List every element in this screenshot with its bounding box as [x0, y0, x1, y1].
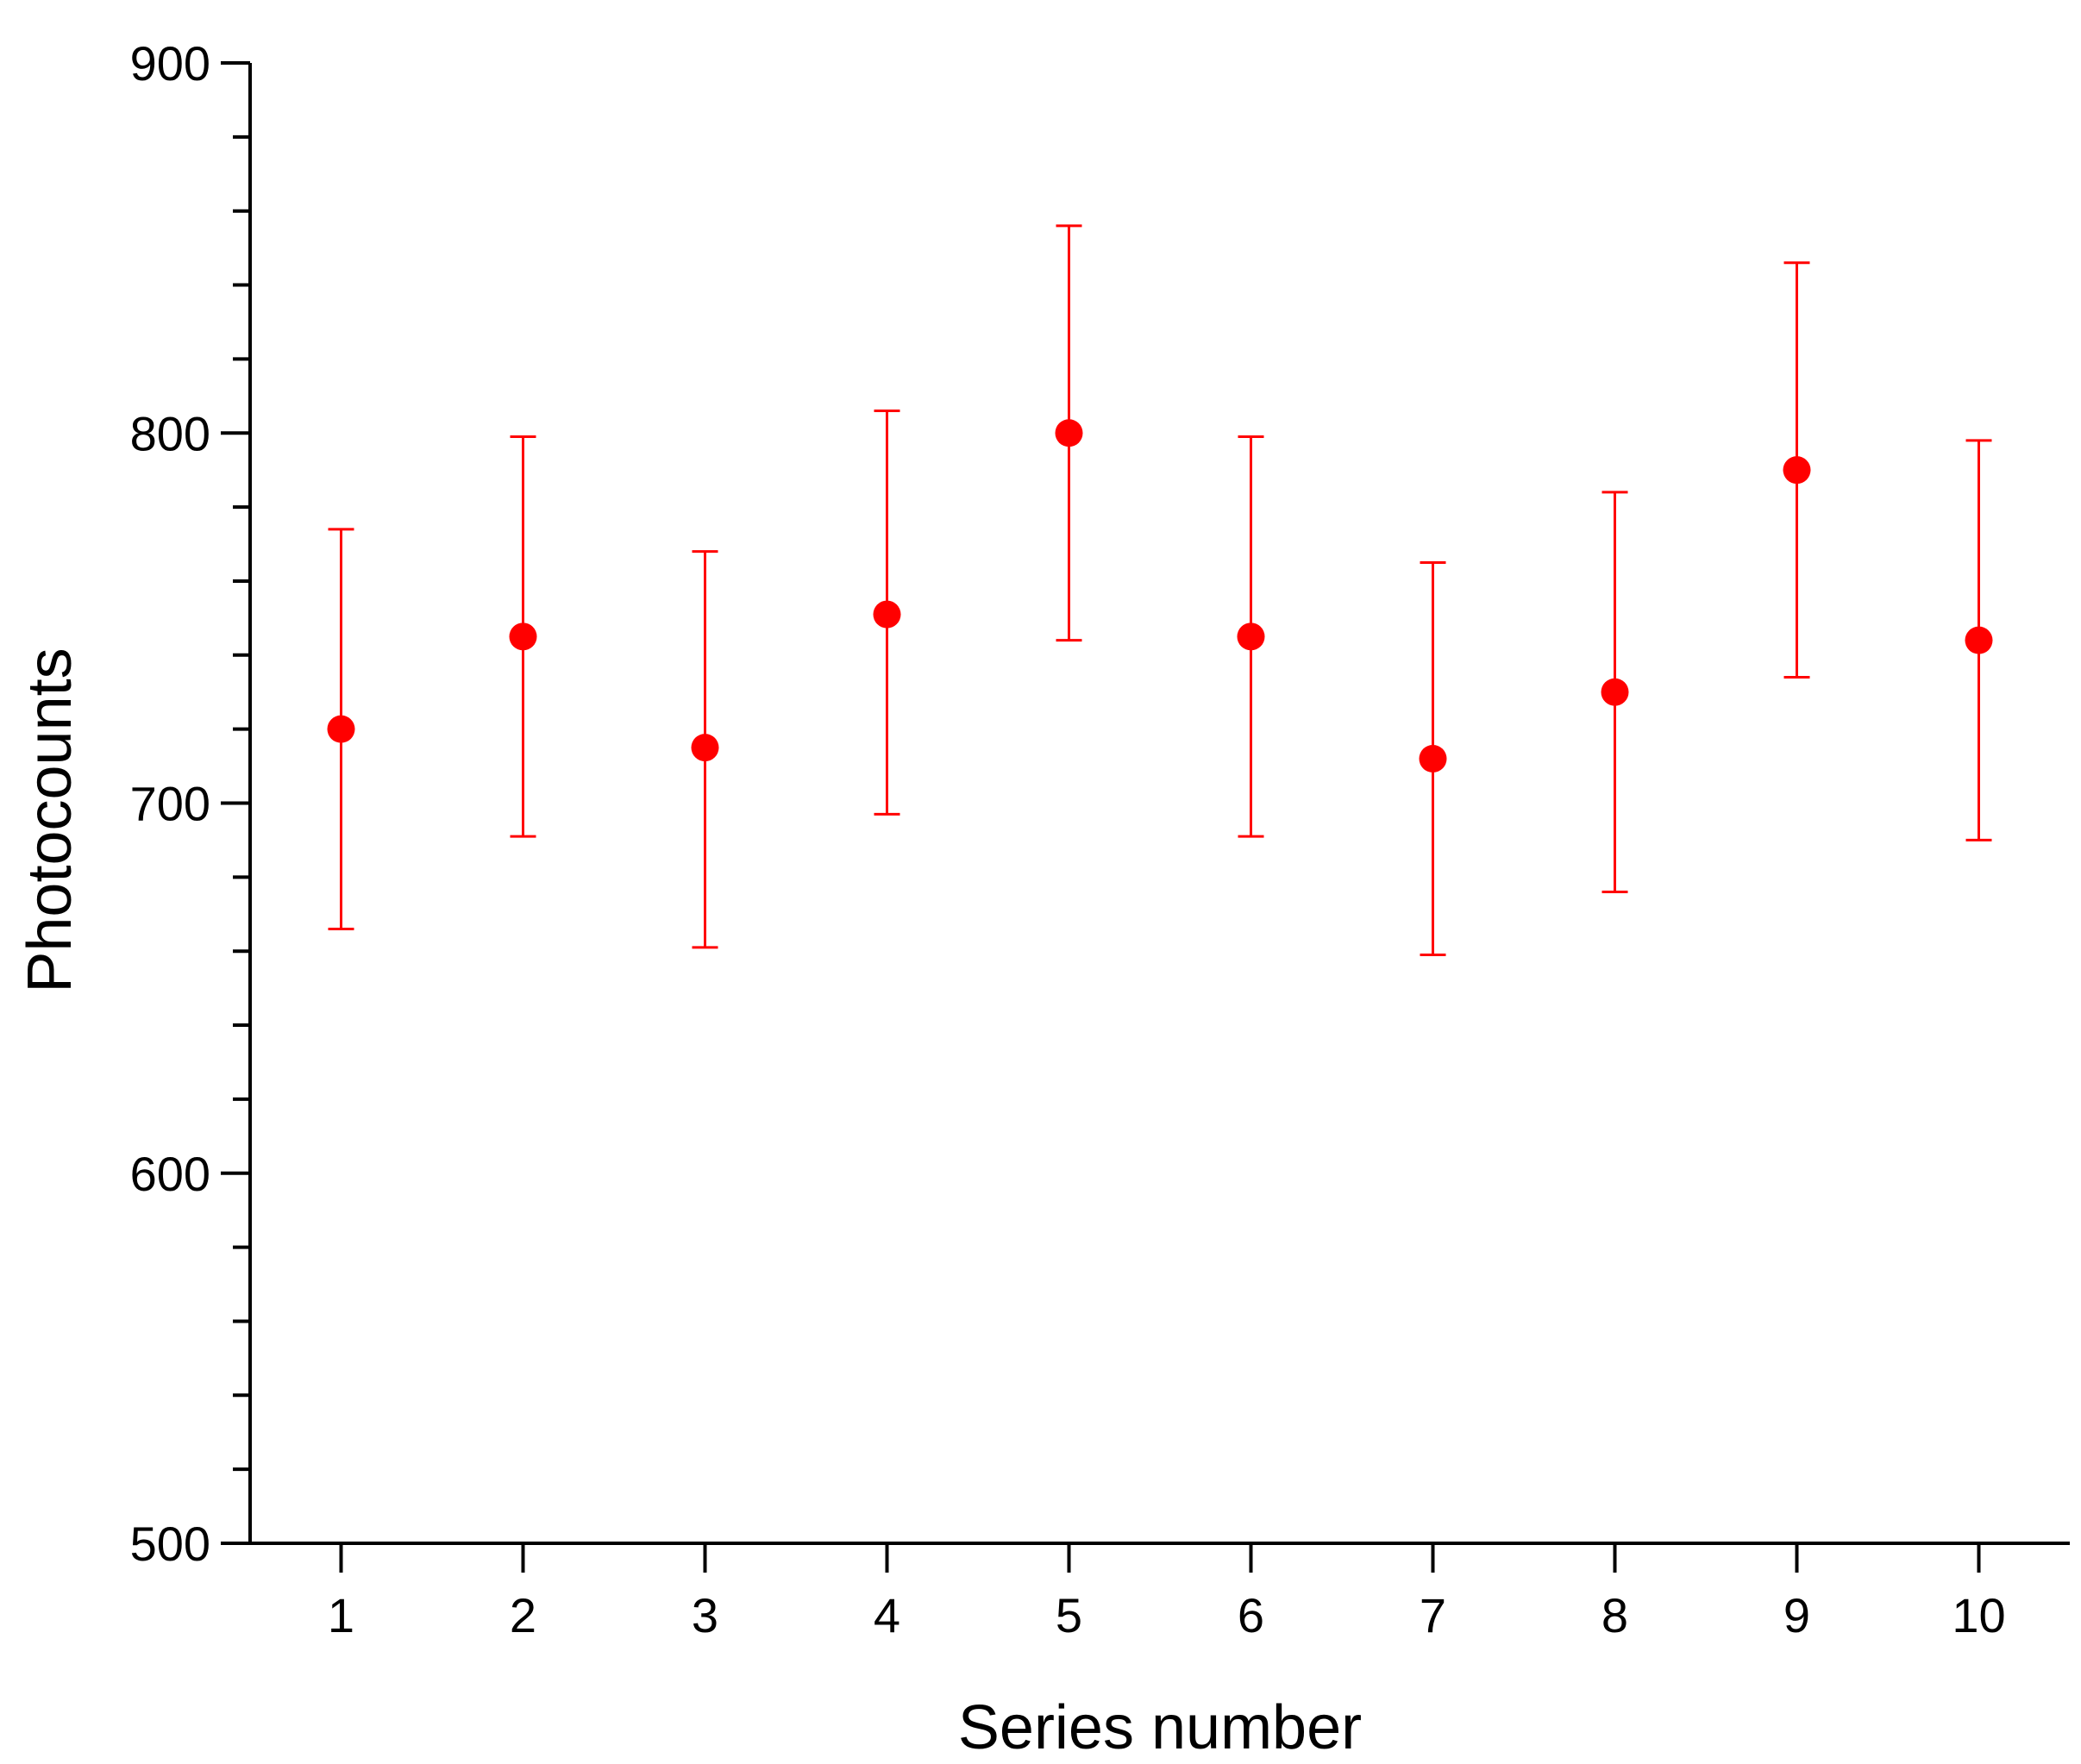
x-tick-label: 8	[1601, 1588, 1628, 1642]
y-tick-label: 500	[130, 1517, 210, 1571]
y-axis-label: Photocounts	[16, 647, 85, 992]
x-tick-label: 3	[692, 1588, 718, 1642]
y-tick-label: 700	[130, 777, 210, 831]
data-point	[1601, 678, 1629, 706]
error-bars	[328, 224, 1992, 956]
data-point	[1419, 744, 1447, 773]
data-point	[1783, 456, 1811, 485]
y-tick-label: 900	[130, 36, 210, 91]
y-ticks: 500 600 700 800 900	[130, 36, 250, 1571]
x-tick-label: 4	[874, 1588, 900, 1642]
data-point	[509, 622, 537, 651]
y-tick-label: 800	[130, 406, 210, 460]
data-point	[1237, 622, 1265, 651]
x-tick-label: 9	[1783, 1588, 1810, 1642]
data-point	[691, 734, 719, 762]
data-point	[1965, 626, 1993, 654]
x-tick-label: 1	[328, 1588, 354, 1642]
data-point	[1055, 419, 1083, 447]
x-axis-label: Series number	[958, 1693, 1362, 1762]
data-point	[327, 715, 355, 743]
x-tick-label: 6	[1238, 1588, 1264, 1642]
y-tick-label: 600	[130, 1147, 210, 1201]
x-ticks: 1 2 3 4 5 6 7 8 9 10	[328, 1543, 2006, 1642]
x-tick-label: 10	[1952, 1588, 2005, 1642]
x-tick-label: 2	[510, 1588, 536, 1642]
x-tick-label: 7	[1420, 1588, 1446, 1642]
x-tick-label: 5	[1056, 1588, 1082, 1642]
data-points	[327, 419, 1993, 773]
data-point	[873, 600, 901, 629]
